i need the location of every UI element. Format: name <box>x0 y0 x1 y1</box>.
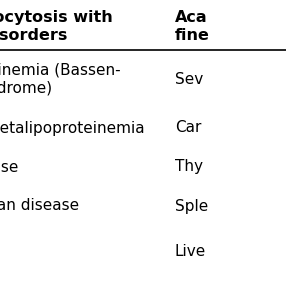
Text: Sev: Sev <box>175 72 203 86</box>
Text: Car: Car <box>175 120 201 136</box>
Text: man disease: man disease <box>0 198 79 214</box>
Text: disorders: disorders <box>0 29 67 43</box>
Text: •betalipoproteinemia: •betalipoproteinemia <box>0 120 146 136</box>
Text: nocytosis with: nocytosis with <box>0 10 113 25</box>
Text: Thy: Thy <box>175 160 203 174</box>
Text: ease: ease <box>0 160 18 174</box>
Text: Sple: Sple <box>175 198 208 214</box>
Text: Aca: Aca <box>175 10 208 25</box>
Text: teinemia (Bassen-: teinemia (Bassen- <box>0 63 121 78</box>
Text: fine: fine <box>175 29 210 43</box>
Text: Live: Live <box>175 243 206 259</box>
Text: rndrome): rndrome) <box>0 80 53 96</box>
